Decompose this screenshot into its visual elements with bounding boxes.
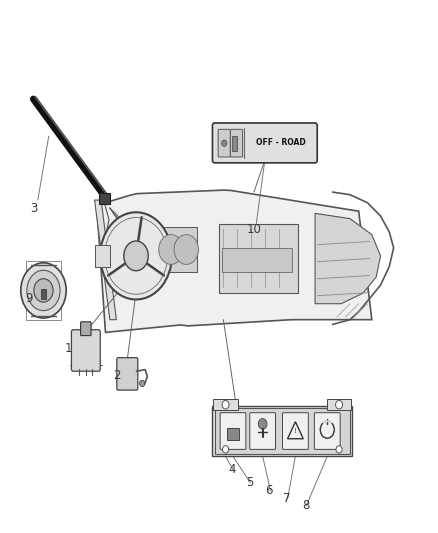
FancyBboxPatch shape: [314, 413, 340, 449]
Polygon shape: [97, 190, 372, 333]
Polygon shape: [315, 213, 381, 304]
FancyBboxPatch shape: [212, 123, 317, 163]
Circle shape: [100, 212, 172, 300]
Text: 3: 3: [30, 201, 37, 214]
Circle shape: [27, 270, 60, 311]
Circle shape: [174, 235, 198, 264]
Bar: [26, 261, 61, 320]
Text: 2: 2: [113, 369, 120, 382]
FancyBboxPatch shape: [117, 358, 138, 390]
Text: 5: 5: [246, 477, 253, 489]
Circle shape: [140, 380, 145, 386]
Circle shape: [124, 241, 148, 271]
Bar: [215, 408, 350, 454]
Text: 7: 7: [283, 492, 290, 505]
FancyBboxPatch shape: [283, 413, 308, 449]
Bar: [219, 224, 297, 293]
FancyBboxPatch shape: [230, 130, 243, 157]
Circle shape: [336, 446, 342, 453]
Text: 4: 4: [228, 463, 236, 476]
Bar: [212, 406, 352, 456]
Circle shape: [34, 279, 53, 302]
FancyBboxPatch shape: [220, 413, 246, 449]
Text: OFF - ROAD: OFF - ROAD: [256, 139, 306, 148]
Bar: [99, 193, 110, 204]
Bar: [223, 248, 292, 272]
Circle shape: [21, 263, 66, 318]
FancyBboxPatch shape: [218, 130, 230, 157]
Text: 6: 6: [265, 484, 273, 497]
Text: 10: 10: [247, 223, 261, 236]
Text: 9: 9: [25, 292, 33, 305]
Bar: [227, 428, 239, 440]
Circle shape: [336, 400, 343, 409]
Bar: [155, 227, 197, 272]
FancyBboxPatch shape: [71, 330, 100, 371]
Text: 1: 1: [65, 342, 72, 356]
Text: !: !: [294, 429, 297, 434]
Bar: [213, 399, 238, 410]
Circle shape: [258, 418, 267, 429]
Circle shape: [159, 235, 183, 264]
Circle shape: [223, 446, 229, 453]
Bar: [232, 136, 237, 151]
Bar: [41, 289, 46, 299]
Bar: [327, 399, 351, 410]
Bar: [95, 245, 110, 266]
Polygon shape: [95, 200, 117, 320]
FancyBboxPatch shape: [81, 322, 91, 336]
FancyBboxPatch shape: [250, 413, 276, 449]
Text: 8: 8: [303, 499, 310, 512]
Circle shape: [222, 140, 227, 147]
Circle shape: [222, 400, 229, 409]
